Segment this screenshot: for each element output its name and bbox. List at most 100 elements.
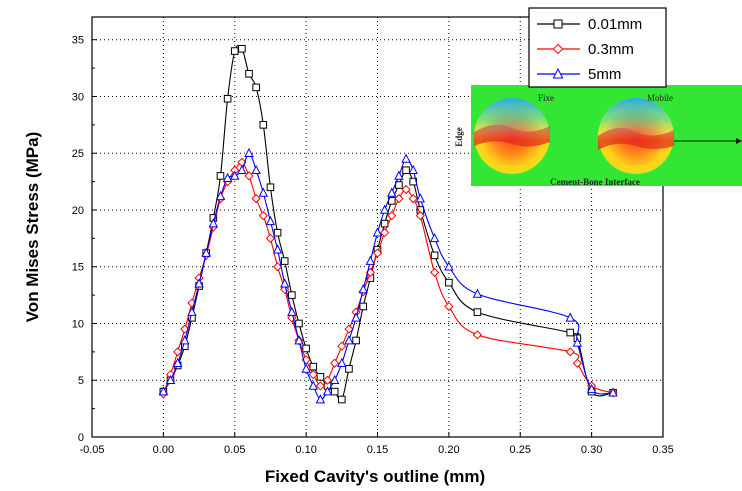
data-point xyxy=(201,247,211,257)
data-point xyxy=(266,183,275,192)
data-point xyxy=(351,312,361,322)
data-point xyxy=(473,308,482,316)
data-point xyxy=(359,302,368,311)
inset-label-mobile: Mobile xyxy=(647,93,673,103)
data-point xyxy=(408,194,418,204)
x-tick-label: 0.20 xyxy=(438,444,459,456)
data-point xyxy=(315,394,326,404)
data-point xyxy=(215,190,226,201)
data-point xyxy=(430,251,439,260)
data-point xyxy=(387,211,397,221)
data-point xyxy=(394,170,404,180)
data-point xyxy=(172,357,183,368)
data-point xyxy=(572,358,582,368)
data-point xyxy=(472,330,483,340)
data-point xyxy=(280,257,289,265)
x-tick-label: 0.10 xyxy=(295,444,316,456)
data-point xyxy=(272,262,283,272)
data-point xyxy=(586,383,597,394)
data-point xyxy=(301,363,311,373)
sphere-fixed-picture xyxy=(474,98,550,174)
data-point xyxy=(553,19,563,29)
data-point xyxy=(344,324,354,334)
data-point xyxy=(279,278,290,288)
data-point xyxy=(330,358,340,368)
arrow-head-icon xyxy=(736,138,742,144)
data-point xyxy=(329,374,340,385)
y-tick-label: 20 xyxy=(72,205,84,217)
data-point xyxy=(265,215,276,226)
data-point xyxy=(295,319,303,328)
data-point xyxy=(387,187,397,197)
data-point xyxy=(251,164,261,175)
data-point xyxy=(401,184,411,195)
data-point xyxy=(429,232,440,243)
legend: 0.01mm 0.3mm 5mm xyxy=(528,7,667,88)
data-point xyxy=(265,233,276,243)
data-point xyxy=(237,164,247,175)
data-point xyxy=(273,228,282,237)
x-tick-label: -0.05 xyxy=(79,444,104,456)
data-point xyxy=(322,386,333,396)
data-point xyxy=(608,387,618,397)
x-tick-label: 0.35 xyxy=(652,444,673,456)
x-tick-label: 0.25 xyxy=(510,444,531,456)
data-point xyxy=(258,187,269,197)
data-point xyxy=(380,228,390,238)
data-point xyxy=(552,43,564,55)
inset-label-edge: Edge xyxy=(454,127,464,147)
data-point xyxy=(302,344,310,353)
legend-item-0.3mm: 0.3mm xyxy=(537,41,634,58)
inset-label-interface: Cement-Bone Interface xyxy=(550,177,640,187)
data-point xyxy=(394,194,404,204)
data-point xyxy=(566,328,575,337)
x-tick-label: 0.00 xyxy=(153,444,174,456)
data-point xyxy=(444,301,454,312)
x-tick-label: 0.15 xyxy=(367,444,388,456)
data-point xyxy=(372,248,383,258)
data-point xyxy=(552,67,564,79)
data-point xyxy=(408,164,418,175)
data-point xyxy=(230,170,240,180)
data-point xyxy=(272,244,283,254)
axes: -0.05 0.00 0.05 0.10 0.15 0.20 0.25 0.30 0.35 0 5 1… xyxy=(72,35,674,456)
series-layer xyxy=(158,44,618,404)
legend-label: 0.3mm xyxy=(588,41,634,58)
data-point xyxy=(401,153,411,163)
data-point xyxy=(208,218,219,228)
data-point xyxy=(429,267,440,278)
data-point xyxy=(288,291,296,299)
data-point xyxy=(322,375,333,385)
data-point xyxy=(337,341,347,351)
data-point xyxy=(372,227,383,237)
data-point xyxy=(180,324,190,334)
data-point xyxy=(173,347,183,357)
data-point xyxy=(330,387,339,396)
data-point xyxy=(259,121,268,129)
legend-item-0.01mm: 0.01mm xyxy=(537,16,642,33)
data-point xyxy=(308,380,318,390)
data-point xyxy=(316,373,325,381)
x-tick-label: 0.05 xyxy=(224,444,245,456)
x-tick-label: 0.30 xyxy=(581,444,602,456)
data-point xyxy=(402,166,410,175)
data-point xyxy=(379,204,390,214)
data-point xyxy=(358,284,368,294)
y-tick-label: 5 xyxy=(78,375,84,387)
data-point xyxy=(415,211,425,221)
y-axis-label: Von Mises Stress (MPa) xyxy=(23,132,42,323)
data-point xyxy=(365,255,376,265)
data-point xyxy=(258,211,268,221)
y-tick-label: 30 xyxy=(72,91,84,103)
data-point xyxy=(294,335,304,345)
data-point xyxy=(194,278,204,288)
data-point xyxy=(415,193,426,203)
data-point xyxy=(187,306,197,316)
legend-item-5mm: 5mm xyxy=(537,66,621,83)
data-point xyxy=(565,347,575,357)
data-point xyxy=(165,374,176,385)
data-point xyxy=(344,335,354,345)
data-point xyxy=(337,357,347,368)
data-point xyxy=(565,312,575,322)
